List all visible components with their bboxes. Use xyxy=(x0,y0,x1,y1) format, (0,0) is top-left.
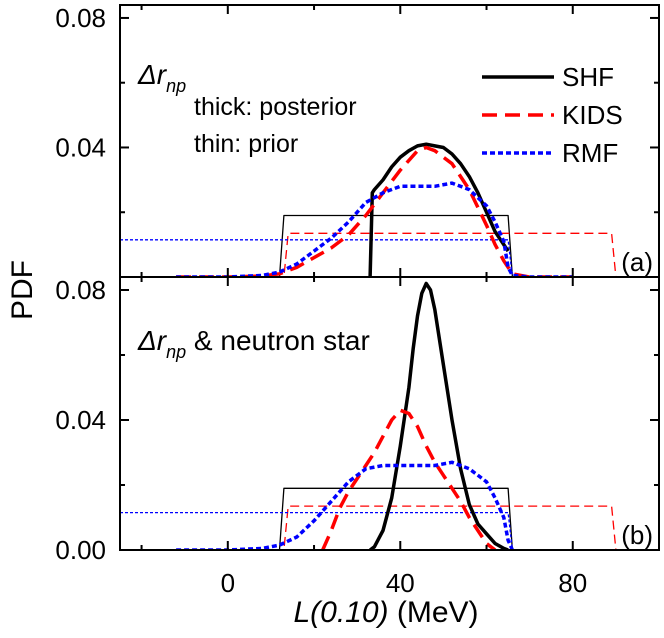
series-shf-prior-line xyxy=(120,214,659,277)
series-kids-line xyxy=(321,408,497,550)
legend-label: RMF xyxy=(562,138,618,168)
legend-label: SHF xyxy=(562,62,614,92)
y-axis-label: PDF xyxy=(6,260,39,320)
x-tick-label: 0 xyxy=(221,568,235,598)
x-axis-label: L(0.10) (MeV) xyxy=(293,596,478,629)
series-shf-line xyxy=(368,142,510,277)
series-rmf-prior-line xyxy=(120,239,659,277)
x-tick-label: 80 xyxy=(558,568,587,598)
panel-tag: (b) xyxy=(621,520,653,550)
series-rmf-line xyxy=(176,460,514,550)
y-tick-label: 0.04 xyxy=(55,132,106,162)
series-kids-prior-line xyxy=(120,505,659,550)
series-kids-line xyxy=(176,145,573,277)
panel-annotation: Δrnp xyxy=(137,59,186,96)
series-rmf-prior-line xyxy=(120,511,659,550)
plot-frame xyxy=(119,276,660,551)
legend-label: KIDS xyxy=(562,100,623,130)
series-kids-prior-line xyxy=(120,232,659,277)
y-tick-label: 0.08 xyxy=(55,275,106,305)
series-shf-line xyxy=(369,281,509,550)
x-axis-label-unit: (MeV) xyxy=(389,596,479,629)
panel-annotation: Δrnp & neutron star xyxy=(137,325,370,362)
series-rmf-line xyxy=(176,181,573,277)
x-axis-label-variable: L(0.10) xyxy=(293,596,388,629)
note-line: thin: prior xyxy=(194,130,298,158)
panel-a: 0.04 0.08 (a) Δrnp thick: posterior thin: pri… xyxy=(55,3,660,278)
panel-b: 0 40 80 0.00 0.04 0.08 (b) Δrnp & neutron star xyxy=(55,275,660,598)
y-tick-label: 0.00 xyxy=(55,535,106,565)
note-line: thick: posterior xyxy=(194,93,357,121)
series-shf-prior-line xyxy=(120,487,659,550)
panel-tag: (a) xyxy=(621,247,653,277)
y-tick-label: 0.08 xyxy=(55,3,106,33)
x-tick-label: 40 xyxy=(386,568,415,598)
y-tick-label: 0.04 xyxy=(55,405,106,435)
